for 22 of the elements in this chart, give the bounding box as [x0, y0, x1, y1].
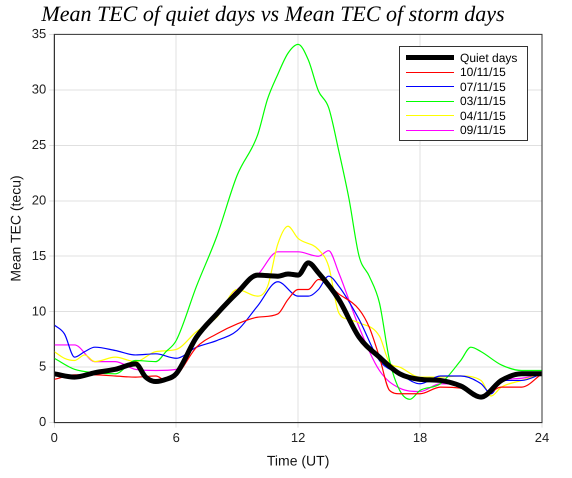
y-tick-label: 20 — [32, 192, 46, 208]
y-tick-label: 15 — [32, 248, 46, 263]
y-tick-label: 5 — [39, 358, 46, 374]
legend-label: Quiet days — [460, 50, 518, 65]
x-tick-label: 18 — [412, 430, 428, 445]
y-tick-label: 25 — [32, 136, 46, 152]
chart-title: Mean TEC of quiet days vs Mean TEC of storm days — [40, 0, 505, 26]
x-axis-title: Time (UT) — [266, 452, 330, 468]
x-tick-label: 6 — [172, 430, 180, 445]
legend-label: 09/11/15 — [460, 123, 506, 138]
x-tick-label: 0 — [50, 430, 58, 445]
y-axis-title: Mean TEC (tecu) — [7, 175, 24, 282]
y-tick-label: 10 — [32, 303, 46, 318]
y-tick-label: 0 — [39, 414, 46, 430]
x-tick-label: 12 — [290, 430, 306, 445]
legend-label: 07/11/15 — [460, 80, 506, 94]
legend-label: 10/11/15 — [460, 65, 506, 80]
y-tick-label: 30 — [32, 81, 46, 96]
legend-label: 04/11/15 — [460, 108, 506, 123]
legend-label: 03/11/15 — [460, 94, 506, 108]
x-tick-label: 24 — [534, 430, 550, 445]
y-tick-label: 35 — [32, 26, 46, 41]
